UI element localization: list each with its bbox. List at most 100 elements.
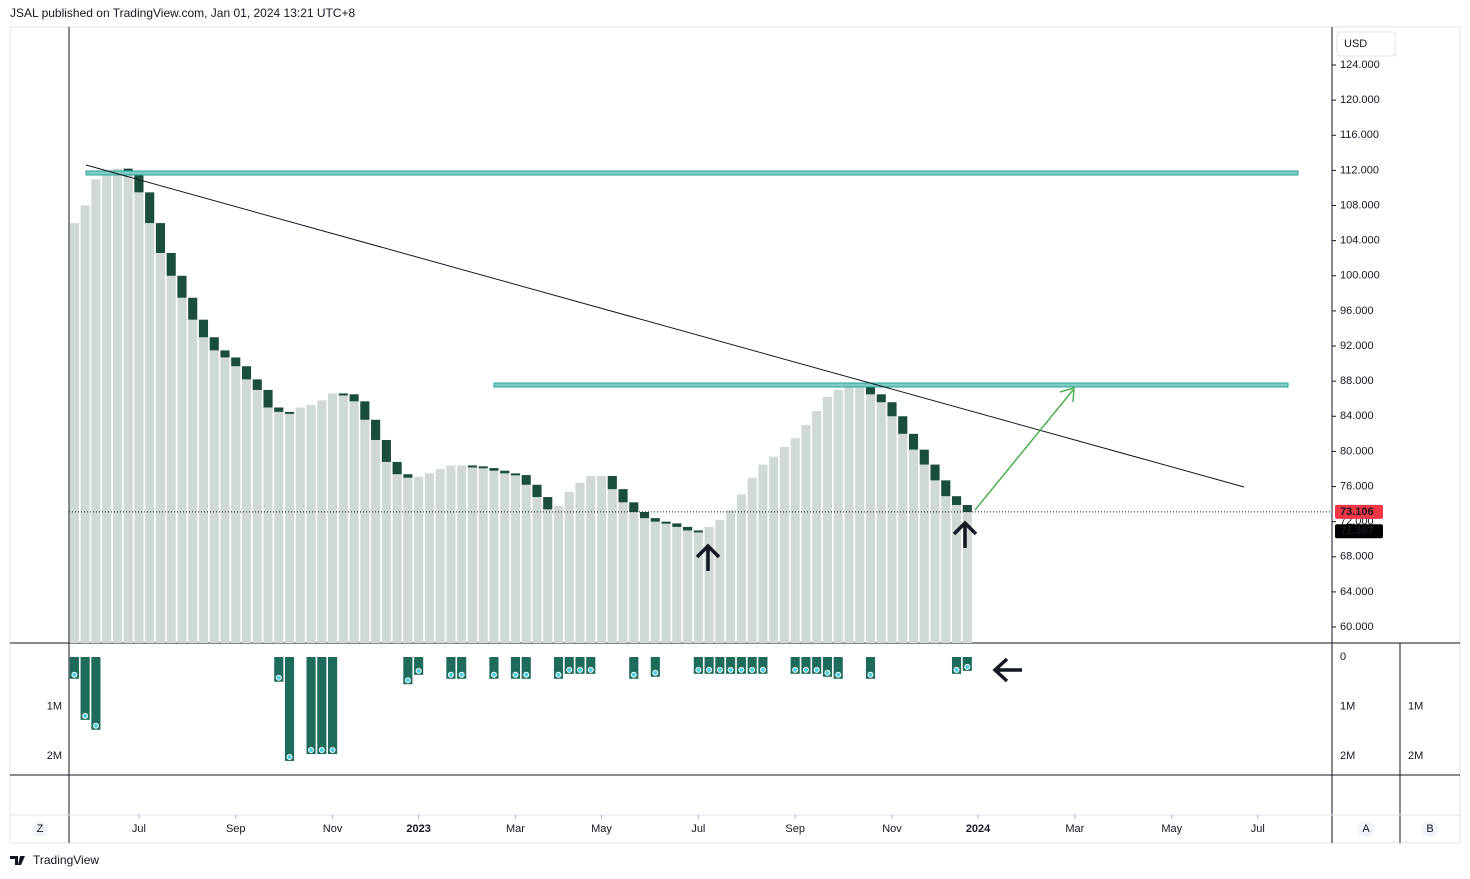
bar xyxy=(876,402,886,643)
volume-dot xyxy=(512,671,519,678)
down-body xyxy=(876,394,886,403)
resistance-zone xyxy=(85,170,1299,176)
x-tick-label: 2024 xyxy=(966,823,991,835)
bar xyxy=(435,468,445,643)
volume-bar xyxy=(726,657,736,674)
volume-bar xyxy=(328,657,338,755)
bar xyxy=(209,350,219,643)
down-body xyxy=(166,252,176,276)
bar xyxy=(360,419,370,643)
bar xyxy=(381,461,391,643)
down-body xyxy=(887,402,897,417)
down-body xyxy=(941,480,951,497)
down-body xyxy=(489,468,499,471)
y-tick-label: 96.000 xyxy=(1340,305,1374,317)
volume-dot xyxy=(706,666,713,673)
down-body xyxy=(650,518,660,522)
down-body xyxy=(951,496,962,505)
button-label: A xyxy=(1362,823,1370,835)
volume-tick-label: 1M xyxy=(1340,700,1355,712)
down-body xyxy=(521,475,531,485)
bar xyxy=(188,319,198,643)
x-tick-label: Nov xyxy=(882,823,902,835)
bar xyxy=(908,449,919,643)
bar xyxy=(693,531,703,643)
y-tick-label: 100.000 xyxy=(1340,270,1380,282)
down-body xyxy=(241,366,252,380)
volume-bar xyxy=(510,657,521,679)
trendline xyxy=(85,164,1245,488)
bar xyxy=(919,464,929,643)
bar xyxy=(629,511,639,643)
resistance-zone xyxy=(493,382,1289,388)
volume-dot xyxy=(82,712,89,719)
down-body xyxy=(403,474,413,478)
logo xyxy=(10,856,25,865)
volume-dot xyxy=(695,666,702,673)
down-body xyxy=(639,511,650,519)
button-label: Z xyxy=(37,823,44,835)
target-arrow xyxy=(974,389,1074,511)
volume-bar xyxy=(564,657,574,674)
price-badge-label: 73.106 xyxy=(1340,506,1374,518)
volume-bar xyxy=(650,657,660,677)
down-body xyxy=(672,523,682,527)
bar xyxy=(102,170,112,643)
down-body xyxy=(188,297,198,320)
bar xyxy=(220,357,230,643)
down-body xyxy=(898,416,908,434)
down-body xyxy=(693,530,703,533)
header: JSAL published on TradingView.com, Jan 0… xyxy=(10,6,356,20)
y-tick-label: 68.000 xyxy=(1340,551,1374,563)
volume-bar xyxy=(865,657,876,679)
currency-box[interactable] xyxy=(1336,31,1396,57)
bar xyxy=(941,496,951,643)
bar xyxy=(586,475,596,643)
volume-dot xyxy=(835,671,842,678)
x-tick-label: Mar xyxy=(1065,823,1084,835)
down-body xyxy=(134,174,144,193)
bar xyxy=(650,521,660,643)
bar xyxy=(887,416,897,643)
brand: TradingView xyxy=(33,853,99,867)
bar xyxy=(639,518,650,643)
bar xyxy=(467,466,478,643)
bar xyxy=(672,526,682,643)
down-body xyxy=(930,464,940,481)
button[interactable] xyxy=(1358,821,1374,837)
bar xyxy=(263,407,273,643)
bar xyxy=(231,366,241,643)
bar xyxy=(844,386,854,643)
button[interactable] xyxy=(32,821,48,837)
down-body xyxy=(661,521,671,524)
volume-bar xyxy=(457,657,467,679)
bar xyxy=(715,519,725,643)
volume-bar xyxy=(284,657,295,761)
bar xyxy=(424,473,434,643)
down-body xyxy=(198,319,209,338)
down-body xyxy=(177,275,187,298)
x-tick-label: Sep xyxy=(785,823,805,835)
y-tick-label: 104.000 xyxy=(1340,235,1380,247)
bar xyxy=(446,465,456,643)
volume-bar xyxy=(80,657,90,720)
volume xyxy=(69,657,972,761)
x-tick-label: Nov xyxy=(323,823,343,835)
volume-bar xyxy=(553,657,564,679)
volume-bar xyxy=(629,657,639,679)
y-tick-label: 108.000 xyxy=(1340,199,1380,211)
down-body xyxy=(284,411,295,414)
bar xyxy=(414,476,424,643)
y-tick-label: 84.000 xyxy=(1340,410,1374,422)
volume-bar xyxy=(758,657,768,674)
bars xyxy=(69,168,972,644)
bar xyxy=(618,502,628,643)
down-body xyxy=(252,379,262,390)
button[interactable] xyxy=(1422,821,1438,837)
down-body xyxy=(500,470,510,474)
y-tick-label: 92.000 xyxy=(1340,340,1374,352)
x-tick-label: Jul xyxy=(1251,823,1265,835)
volume-bar xyxy=(812,657,822,674)
down-body xyxy=(467,465,478,468)
